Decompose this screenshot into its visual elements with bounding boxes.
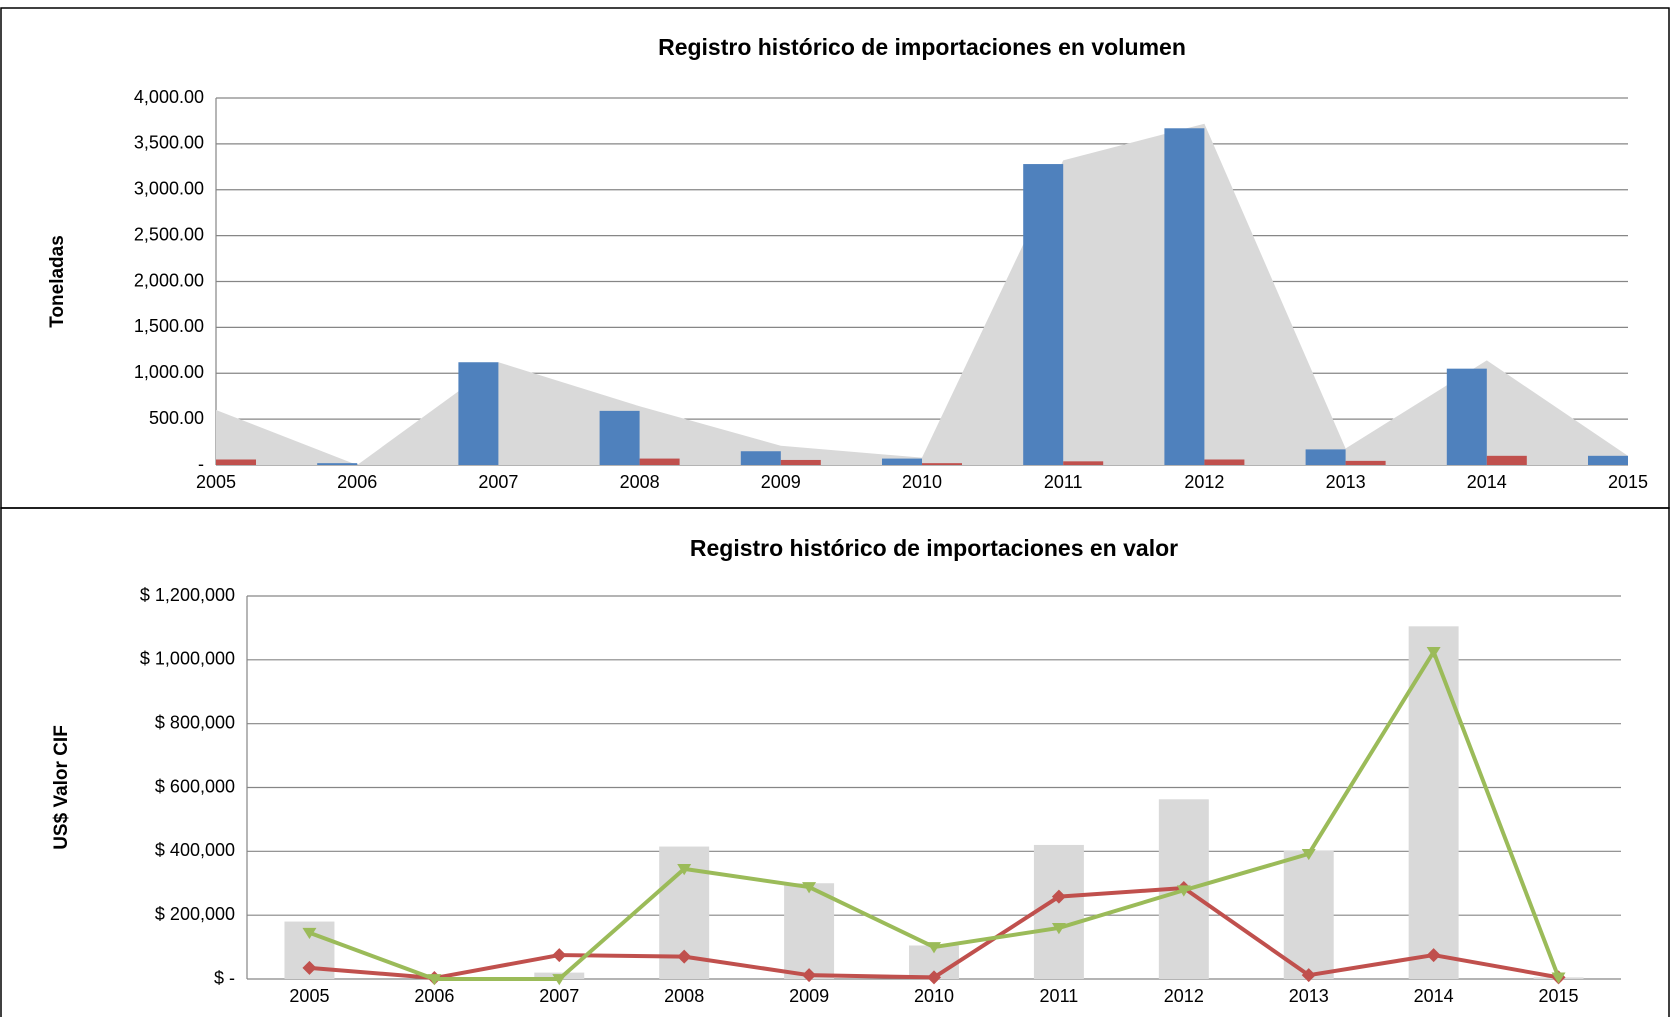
bar	[1283, 850, 1334, 979]
x-tick-label: 2006	[414, 986, 454, 1006]
bar	[317, 463, 358, 465]
marker	[552, 948, 567, 963]
x-tick-label: 2009	[761, 472, 801, 492]
marker	[552, 974, 567, 986]
x-tick-label: 2008	[664, 986, 704, 1006]
bar	[882, 458, 922, 465]
x-tick-label: 2005	[196, 472, 236, 492]
bar	[458, 362, 499, 465]
bar	[1345, 460, 1386, 465]
bar	[639, 458, 680, 465]
y-tick-label: 4,000.00	[134, 87, 204, 107]
y-tick-label: $ -	[214, 968, 235, 988]
x-tick-label: 2014	[1467, 472, 1507, 492]
x-tick-label: 2011	[1040, 986, 1079, 1006]
marker	[427, 974, 442, 986]
area	[216, 123, 1628, 465]
bar	[780, 459, 821, 465]
bar	[1033, 844, 1084, 979]
x-tick-label: 2007	[478, 472, 518, 492]
x-tick-label: 2006	[337, 472, 377, 492]
plot-area	[216, 123, 1628, 465]
marker	[1176, 885, 1191, 897]
bar	[1486, 455, 1527, 465]
y-axis-title: US$ Valor CIF	[51, 725, 72, 850]
bar	[1446, 368, 1487, 465]
x-tick-label: 2013	[1326, 472, 1366, 492]
bar	[784, 883, 835, 979]
marker	[1301, 848, 1316, 861]
y-tick-label: 500.00	[149, 408, 204, 428]
marker	[302, 927, 317, 940]
marker	[802, 968, 817, 983]
y-tick-label: $ 600,000	[155, 776, 235, 796]
marker	[802, 882, 817, 894]
bar	[1063, 461, 1104, 465]
x-tick-label: 2012	[1164, 986, 1204, 1006]
bar	[599, 410, 640, 465]
x-tick-label: 2008	[620, 472, 660, 492]
x-tick-label: 2015	[1608, 472, 1648, 492]
x-tick-label: 2005	[289, 986, 329, 1006]
marker	[677, 863, 692, 876]
plot-area	[284, 626, 1584, 986]
marker	[1551, 972, 1566, 984]
y-tick-label: $ 800,000	[155, 712, 235, 732]
y-tick-label: 3,000.00	[134, 179, 204, 199]
marker	[1051, 889, 1066, 904]
y-tick-label: $ 200,000	[155, 904, 235, 924]
x-tick-label: 2010	[902, 472, 942, 492]
bar	[1164, 128, 1205, 465]
x-tick-label: 2012	[1184, 472, 1224, 492]
marker	[927, 942, 941, 954]
bar	[1588, 455, 1628, 465]
bar	[740, 451, 781, 465]
y-tick-label: $ 1,200,000	[140, 585, 235, 605]
marker	[302, 960, 317, 975]
y-tick-label: $ 400,000	[155, 840, 235, 860]
x-tick-label: 2015	[1539, 986, 1579, 1006]
chart-title: Registro histórico de importaciones en v…	[690, 535, 1178, 561]
y-tick-label: 3,500.00	[134, 133, 204, 153]
bar	[922, 463, 962, 465]
x-tick-label: 2009	[789, 986, 829, 1006]
marker	[1426, 948, 1441, 963]
x-tick-label: 2013	[1289, 986, 1329, 1006]
marker	[677, 949, 692, 964]
marker	[927, 970, 941, 985]
x-tick-label: 2007	[539, 986, 579, 1006]
y-tick-label: -	[198, 454, 204, 474]
x-tick-label: 2011	[1044, 472, 1083, 492]
line	[308, 649, 1561, 981]
bar	[216, 459, 256, 465]
chart-title: Registro histórico de importaciones en v…	[658, 34, 1186, 60]
x-tick-label: 2014	[1414, 986, 1454, 1006]
panel-border	[0, 507, 1670, 1017]
y-tick-label: 2,500.00	[134, 224, 204, 244]
y-tick-label: 1,000.00	[134, 362, 204, 382]
marker	[1301, 968, 1316, 983]
marker	[1051, 923, 1066, 935]
y-tick-label: 1,500.00	[134, 316, 204, 336]
bar	[1204, 459, 1245, 465]
bar	[1305, 449, 1346, 465]
bar	[1408, 626, 1459, 979]
y-axis-title: Toneladas	[47, 235, 68, 328]
bar	[1023, 164, 1064, 465]
y-tick-label: 2,000.00	[134, 270, 204, 290]
x-tick-label: 2010	[914, 986, 954, 1006]
y-tick-label: $ 1,000,000	[140, 649, 235, 669]
marker	[1426, 646, 1441, 659]
